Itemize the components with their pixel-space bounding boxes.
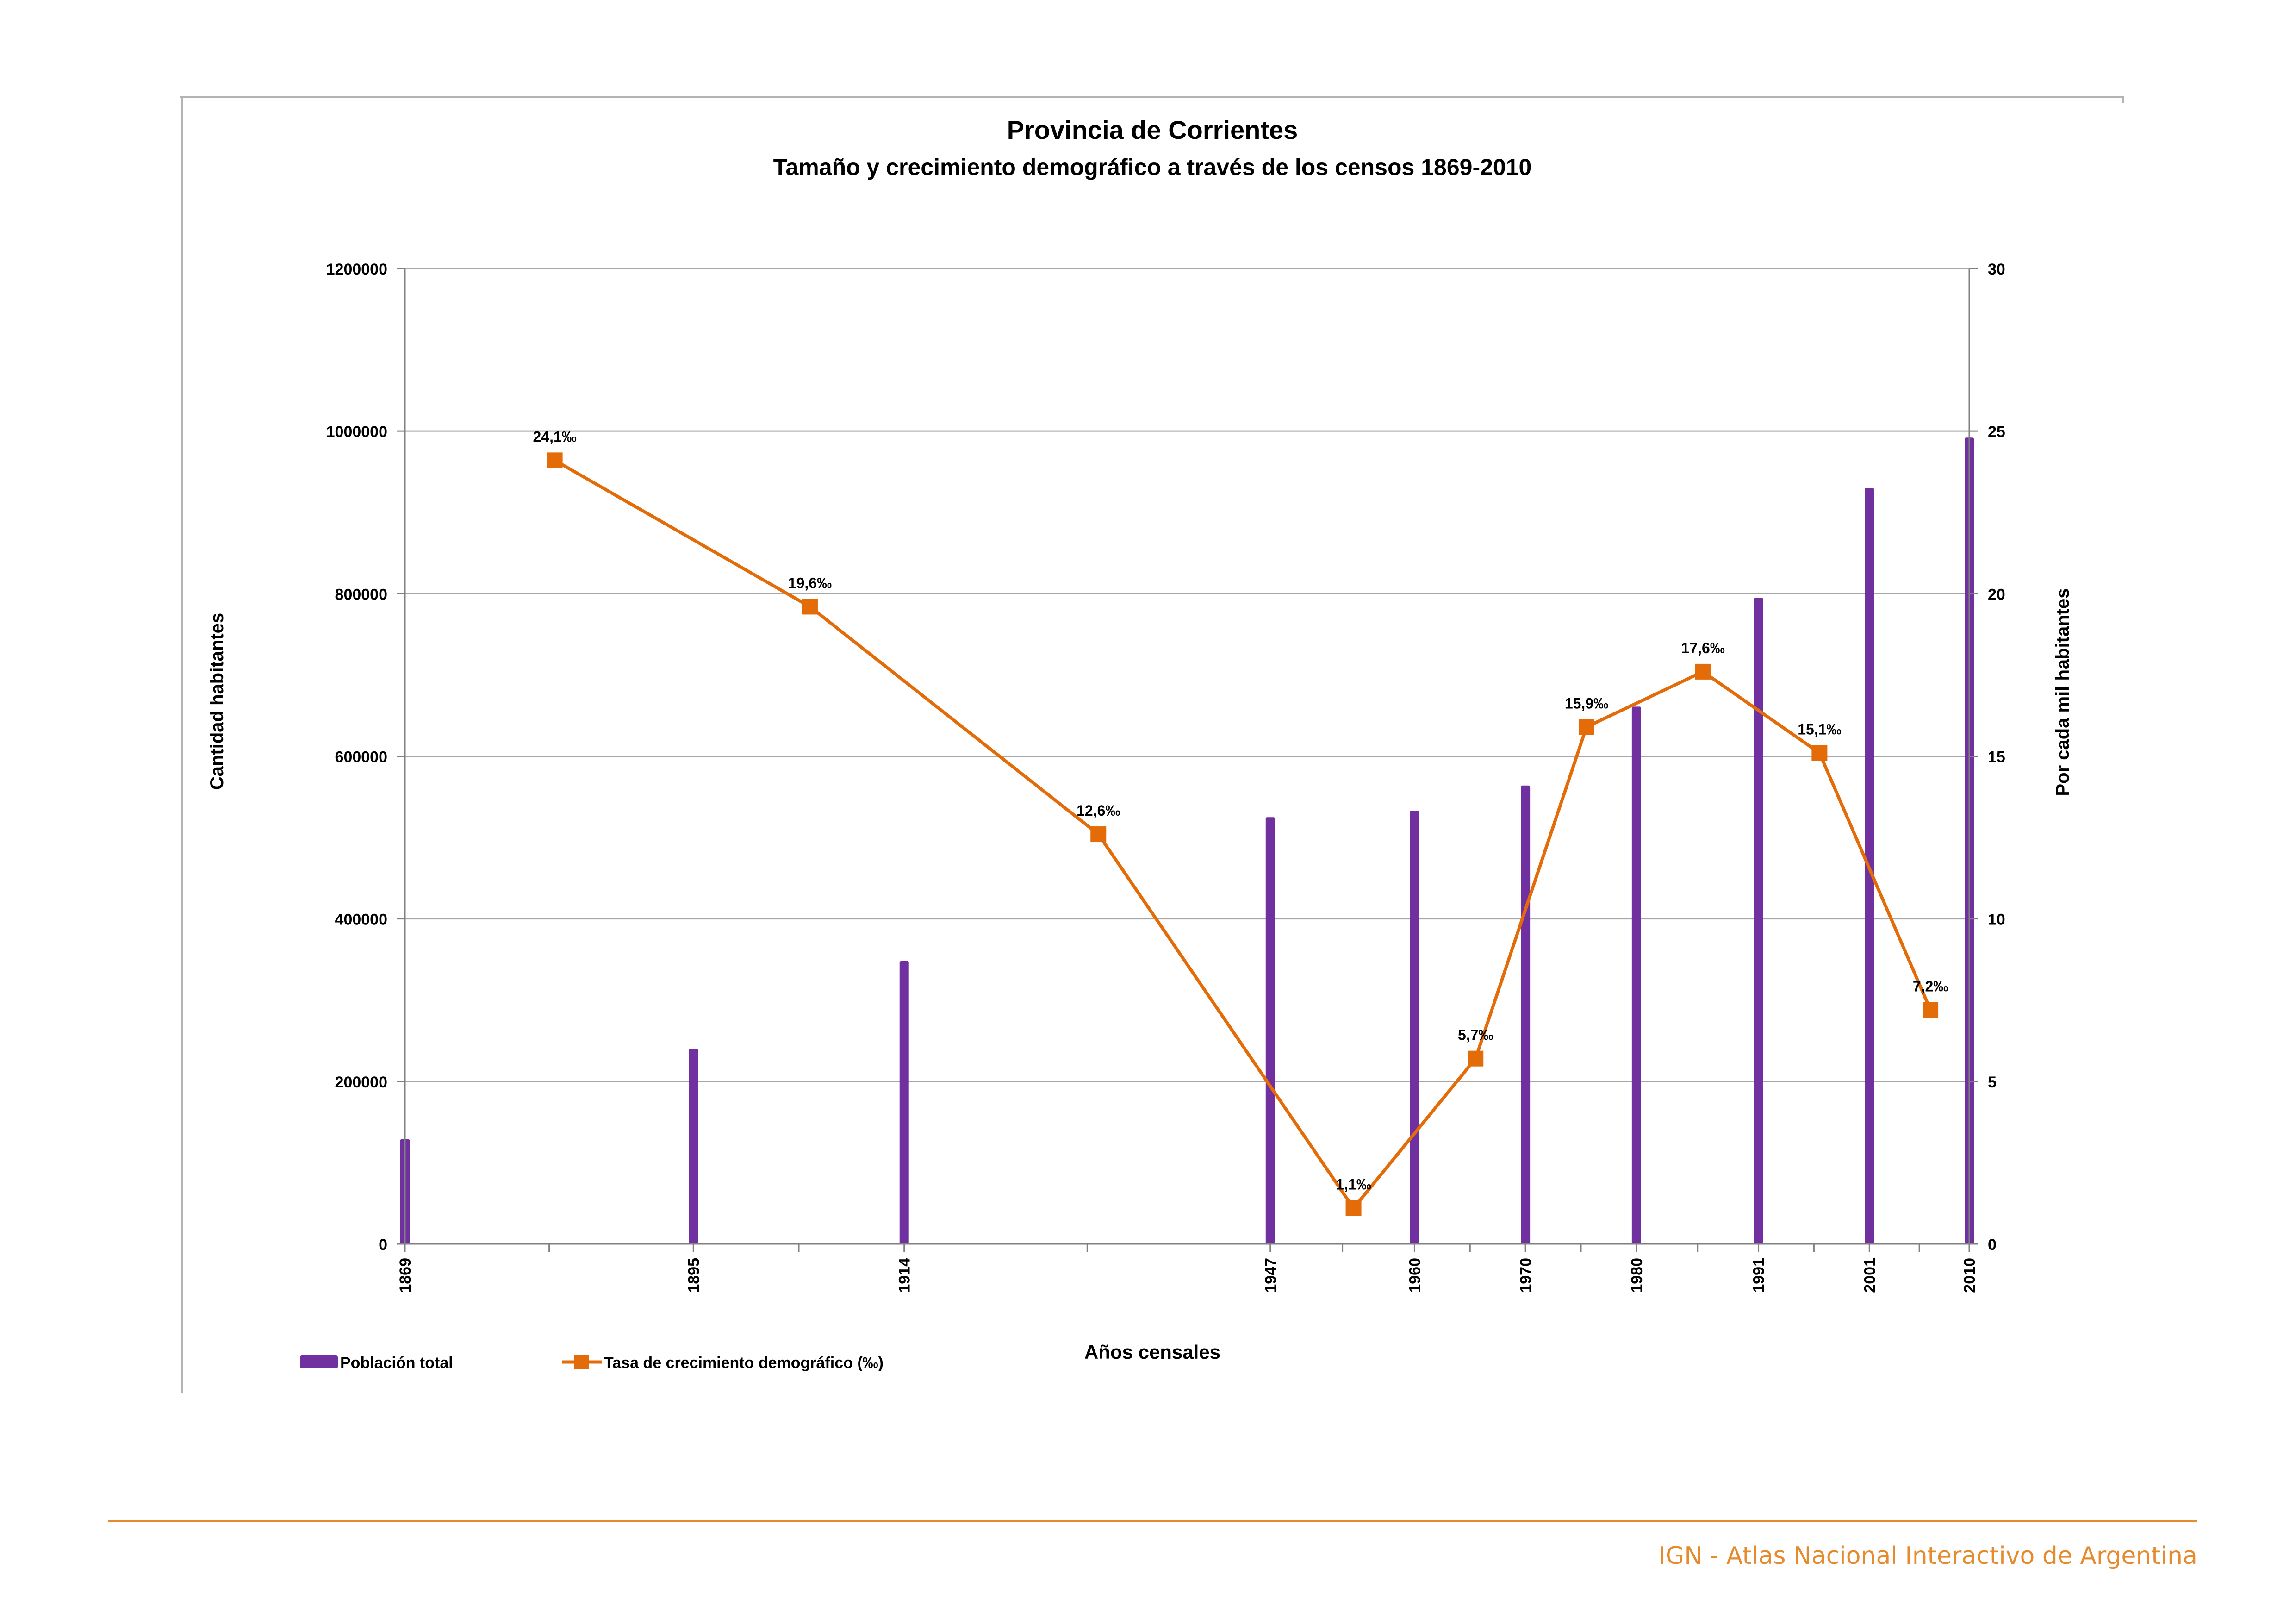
- x-tick-label: 1970: [1517, 1258, 1535, 1293]
- y-tick-label: 200000: [335, 1074, 387, 1091]
- x-tick-label: 1991: [1750, 1258, 1768, 1293]
- y2-tick-label: 10: [1988, 911, 2005, 929]
- legend-swatch-poblacion: [300, 1355, 338, 1368]
- rate-data-label: 7,2‰: [1913, 978, 1948, 994]
- rate-marker: [1923, 1002, 1939, 1018]
- rate-marker: [1811, 745, 1828, 761]
- gridlines: [405, 268, 1969, 1082]
- data-labels: 24,1‰ 19,6‰ 12,6‰ 1,1‰ 5,7‰ 15,9‰ 17,6‰ 15,1‰ 7,…: [533, 428, 1948, 1193]
- rate-marker: [1090, 826, 1107, 843]
- x-tick-label: 1869: [397, 1258, 414, 1293]
- line-series-tasa: [547, 452, 1939, 1216]
- axes: [397, 268, 1978, 1252]
- bar: [1631, 706, 1641, 1244]
- bar: [1410, 811, 1419, 1244]
- bar: [899, 961, 909, 1244]
- y-tick-label: 400000: [335, 911, 387, 929]
- y-axis-title: Cantidad habitantes: [207, 613, 227, 790]
- y-tick-label: 1000000: [326, 423, 387, 441]
- rate-data-label: 19,6‰: [788, 575, 832, 591]
- bar-series-poblacion: [400, 437, 1974, 1244]
- x-axis-title: Años censales: [1084, 1341, 1220, 1363]
- x-tick-label: 1914: [896, 1258, 914, 1293]
- rate-data-label: 15,1‰: [1798, 721, 1841, 737]
- rate-marker: [1578, 719, 1594, 735]
- rate-marker: [1345, 1200, 1362, 1216]
- y2-axis-title: Por cada mil habitantes: [2053, 588, 2073, 796]
- x-tick-label: 1895: [685, 1258, 703, 1293]
- y2-tick-label: 30: [1988, 261, 2005, 278]
- x-tick-label: 1980: [1628, 1258, 1646, 1293]
- rate-data-label: 24,1‰: [533, 428, 576, 445]
- bar: [1265, 817, 1275, 1244]
- y2-tick-label: 0: [1988, 1236, 1997, 1254]
- bar: [1521, 785, 1531, 1244]
- x-tick-label: 2010: [1961, 1258, 1979, 1293]
- rate-marker: [547, 452, 563, 468]
- rate-data-label: 15,9‰: [1565, 695, 1608, 712]
- chart-subtitle: Tamaño y crecimiento demográfico a travé…: [773, 154, 1532, 180]
- rate-data-label: 5,7‰: [1458, 1027, 1493, 1043]
- bar: [1754, 598, 1763, 1244]
- rate-data-label: 1,1‰: [1336, 1176, 1371, 1193]
- y2-tick-label: 15: [1988, 749, 2005, 766]
- y2-tick-label: 25: [1988, 423, 2005, 441]
- y-tick-label: 600000: [335, 749, 387, 766]
- y-tick-label: 0: [379, 1236, 387, 1254]
- rate-line: [554, 459, 1932, 1210]
- rate-data-label: 17,6‰: [1681, 640, 1725, 656]
- x-tick-label: 1960: [1406, 1258, 1424, 1293]
- bar: [689, 1049, 698, 1244]
- y-tick-label: 800000: [335, 586, 387, 603]
- y-tick-label: 1200000: [326, 261, 387, 278]
- y2-tick-label: 20: [1988, 586, 2005, 603]
- rate-data-label: 12,6‰: [1076, 802, 1120, 819]
- x-tick-label: 1947: [1262, 1258, 1280, 1293]
- x-tick-label: 2001: [1861, 1258, 1879, 1293]
- tick-labels: 0 200000 400000 600000 800000 1000000 1200000 0…: [326, 261, 2005, 1293]
- legend: Población total Tasa de crecimiento demo…: [300, 1354, 884, 1372]
- legend-label-poblacion: Población total: [340, 1354, 453, 1372]
- legend-label-tasa: Tasa de crecimiento demográfico (‰): [604, 1354, 884, 1372]
- y2-tick-label: 5: [1988, 1074, 1997, 1091]
- chart-title: Provincia de Corrientes: [1007, 115, 1298, 144]
- footer-text: IGN - Atlas Nacional Interactivo de Arge…: [1659, 1542, 2197, 1570]
- legend-swatch-tasa-marker: [574, 1355, 589, 1369]
- rate-marker: [1695, 663, 1711, 680]
- rate-marker: [802, 599, 818, 615]
- rate-marker: [1468, 1050, 1484, 1067]
